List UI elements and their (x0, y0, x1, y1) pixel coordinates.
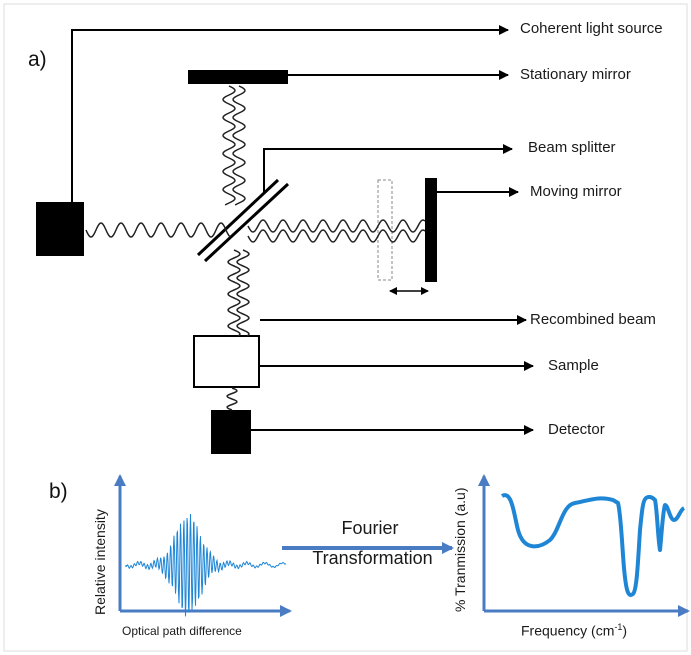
spectrum-trace (500, 493, 686, 597)
panel-a-label: a) (28, 48, 47, 71)
sample-box (193, 335, 260, 388)
moving-arm-wave-2 (247, 229, 426, 243)
leader-light-source (71, 25, 509, 202)
spectrum-x-label-sup: -1 (614, 622, 623, 632)
detector-block (211, 410, 251, 454)
interferogram-y-label: Relative intensity (92, 509, 108, 615)
interferogram-trace (125, 513, 287, 617)
stationary-mirror (188, 70, 288, 84)
transformation-label: Transformation (312, 548, 433, 568)
label-moving-mirror: Moving mirror (530, 183, 622, 200)
recombined-wave-2 (236, 249, 250, 337)
leader-beam-splitter (263, 144, 513, 192)
recombined-wave-1 (227, 249, 241, 337)
moving-mirror-ghost (377, 179, 393, 281)
spectrum-x-label: Frequency (cm-1) (521, 622, 627, 639)
spectrum-x-label-end: ) (622, 622, 628, 639)
fourier-label: Fourier (341, 518, 399, 538)
moving-mirror (425, 178, 437, 282)
label-recombined-beam: Recombined beam (530, 311, 656, 328)
label-beam-splitter: Beam splitter (528, 139, 616, 156)
panel-b-label: b) (49, 480, 68, 503)
interferogram-x-label: Optical path difference (122, 624, 242, 638)
spectrum-x-label-main: Frequency (cm (521, 622, 615, 639)
beam-splitter-plate-1 (196, 178, 280, 257)
stationary-arm-wave-1 (222, 85, 236, 206)
label-stationary-mirror: Stationary mirror (520, 66, 631, 83)
figure-frame (3, 3, 688, 652)
spectrum-y-label: % Tranmission (a.u) (452, 487, 468, 612)
horizontal-beam-wave (85, 222, 231, 238)
moving-arm-wave-1 (247, 219, 426, 233)
label-sample: Sample (548, 357, 599, 374)
light-source-block (36, 202, 84, 256)
detector-wave (226, 387, 238, 411)
label-coherent-light-source: Coherent light source (520, 20, 663, 37)
stationary-arm-wave-2 (232, 85, 246, 206)
beam-splitter-plate-2 (203, 182, 290, 263)
label-detector: Detector (548, 421, 605, 438)
